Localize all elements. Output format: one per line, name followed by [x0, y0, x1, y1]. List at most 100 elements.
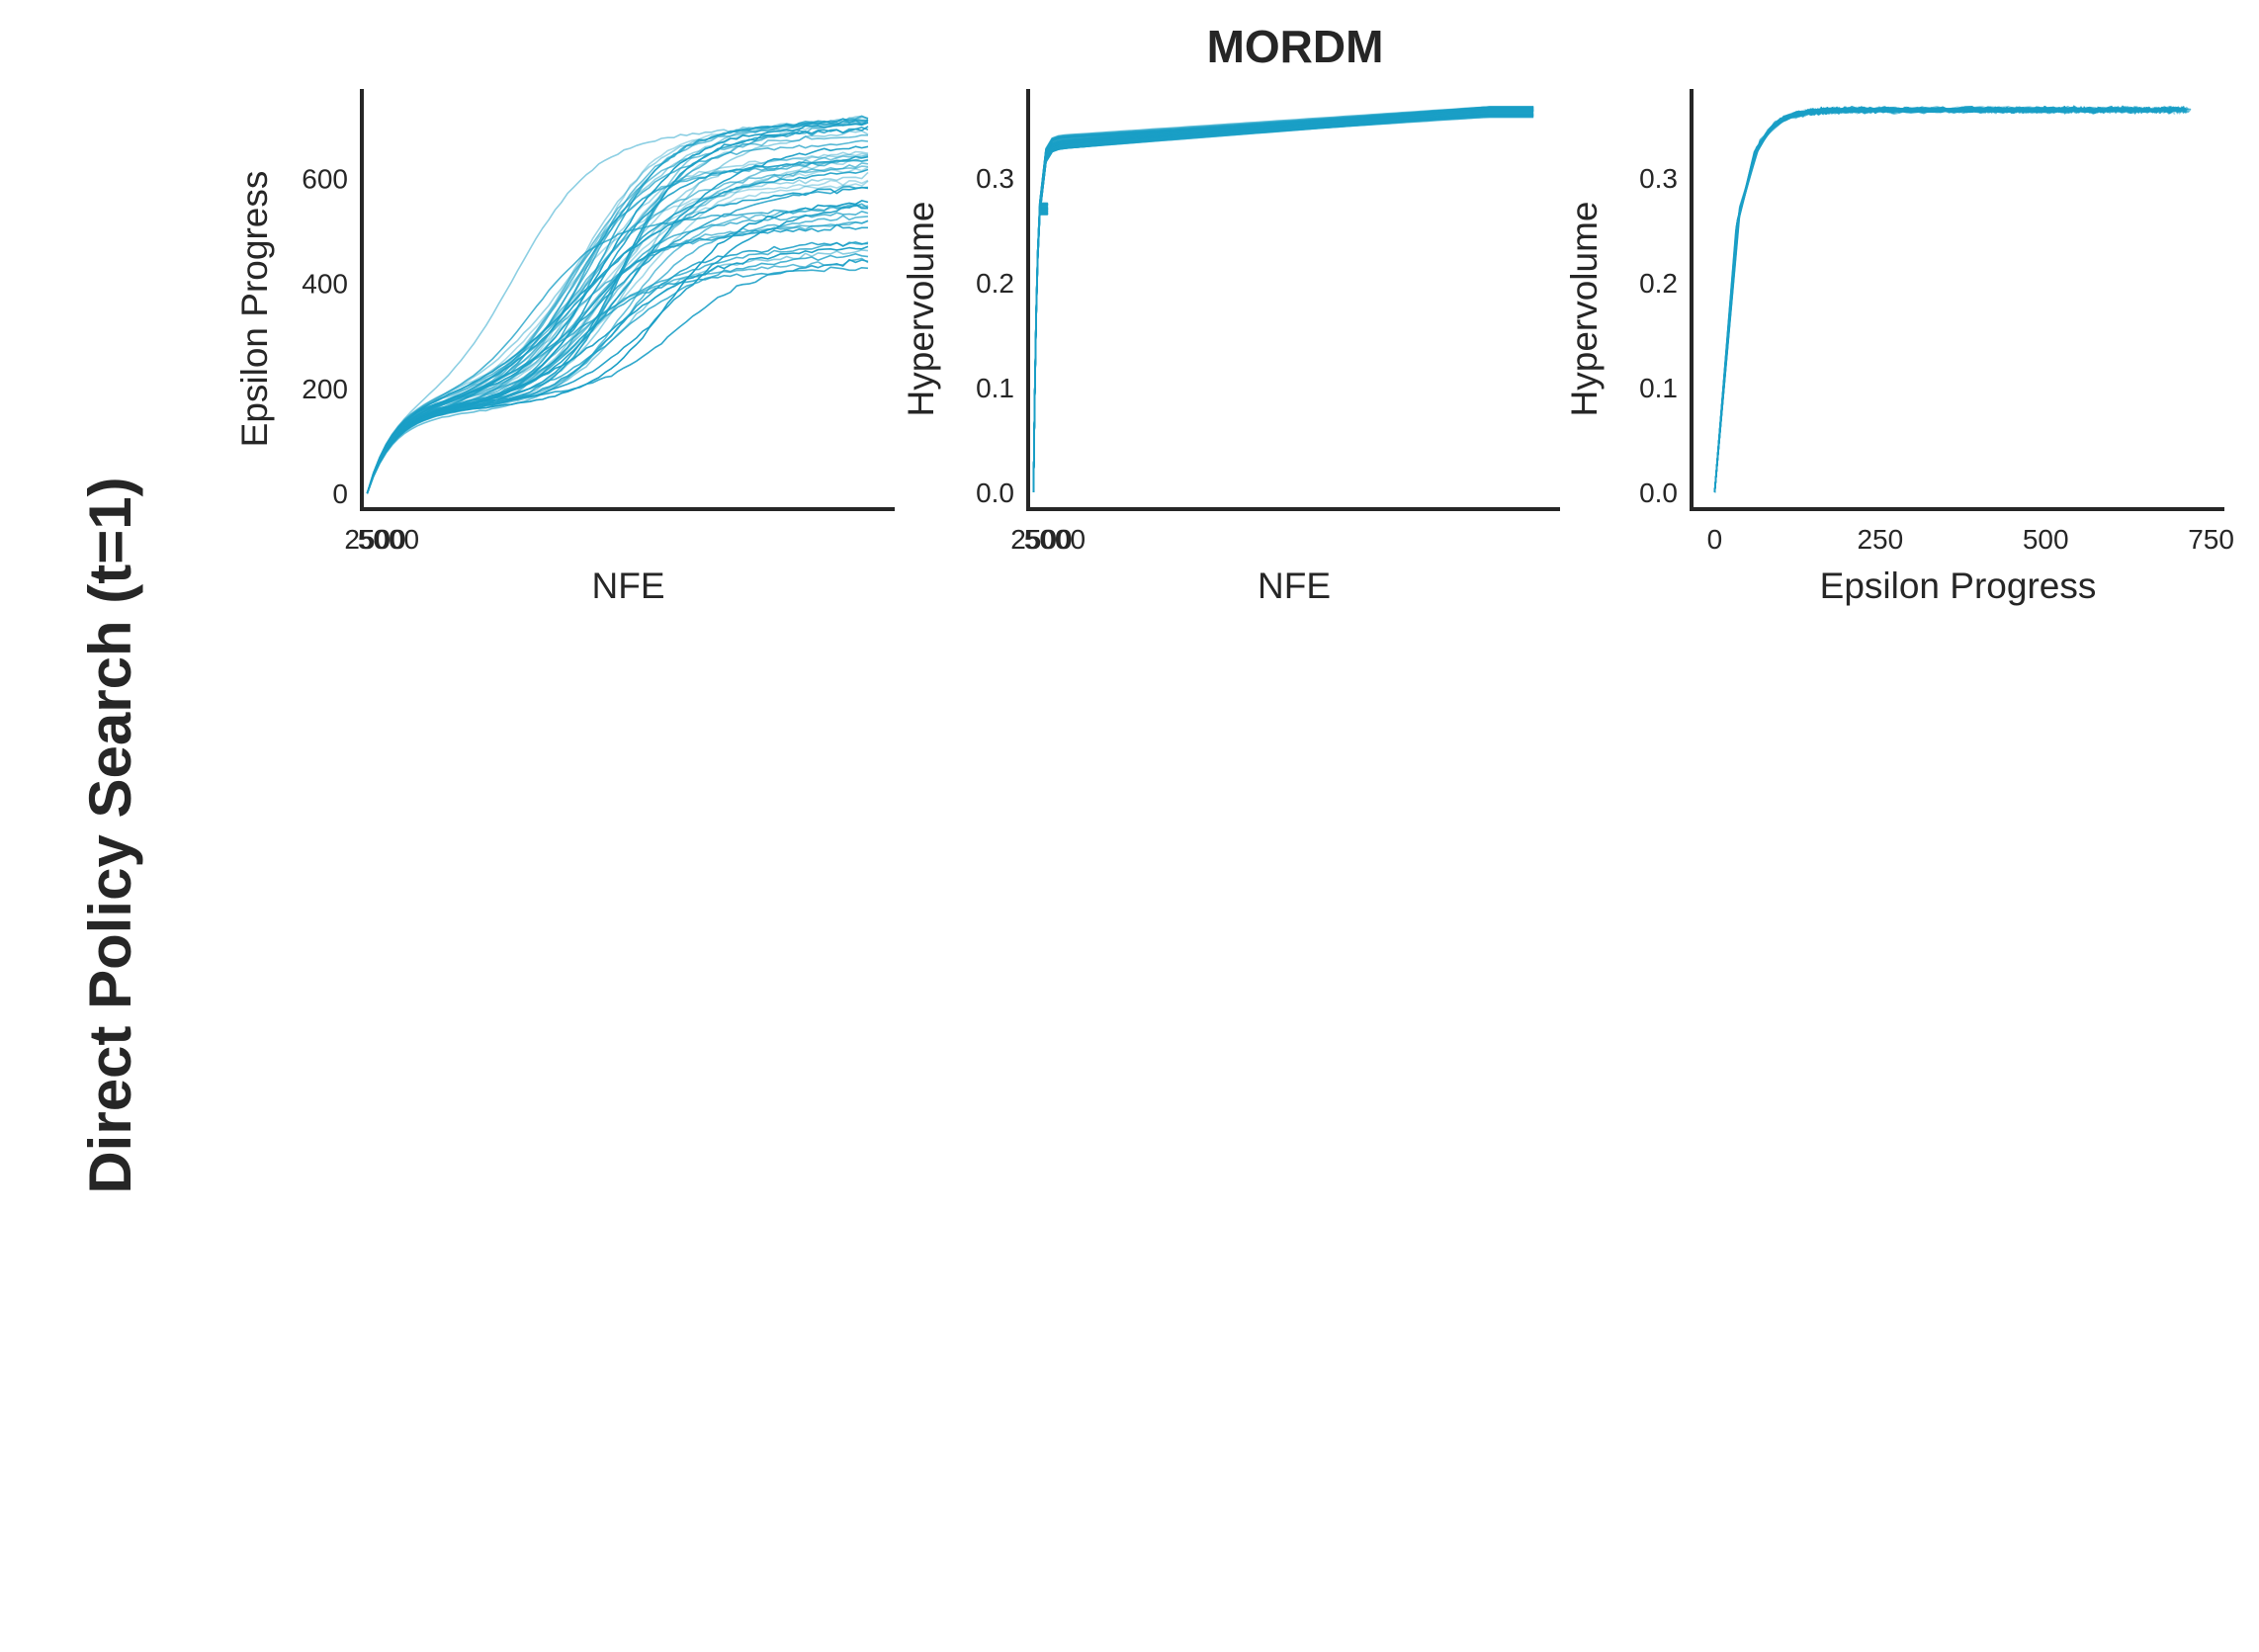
seed-line: [1713, 106, 2012, 493]
x-axis-label: Epsilon Progress: [1820, 565, 2097, 606]
seed-line: [366, 257, 869, 494]
seed-line: [1032, 109, 1534, 493]
seed-line: [1713, 106, 2146, 493]
seed-line: [1713, 106, 2192, 493]
x-tick-label: 750: [2188, 524, 2234, 555]
seed-line: [366, 203, 869, 494]
seed-line: [1713, 106, 2127, 493]
seed-line: [366, 179, 869, 494]
seed-line: [1713, 106, 2185, 493]
y-tick-label: 0.0: [1639, 478, 1678, 508]
y-tick-label: 200: [302, 374, 348, 404]
seed-line: [366, 115, 869, 494]
seed-line: [1032, 110, 1534, 493]
seed-line: [1713, 106, 2080, 493]
seed-line: [1713, 106, 2190, 493]
seed-line: [366, 203, 869, 494]
seed-line: [1713, 106, 2033, 493]
seed-line: [1713, 106, 2085, 493]
seed-line: [1032, 115, 1534, 493]
series-lines: [366, 115, 869, 494]
seed-line: [1032, 106, 1534, 493]
y-axis-label: Epsilon Progress: [234, 171, 275, 448]
seed-line: [1713, 106, 2192, 493]
seed-line: [1713, 106, 2120, 493]
seed-line: [1032, 113, 1534, 493]
seed-line: [1032, 109, 1534, 493]
seed-line: [1032, 108, 1534, 493]
y-tick-label: 0.1: [1639, 373, 1678, 403]
y-tick-label: 0.3: [1639, 163, 1678, 194]
seed-line: [366, 223, 868, 494]
hypervolume-vs-epsilon-progress-panel: 0.0 0.1 0.2 0.3 0 250 500 750 Epsilon Progress Hy…: [1564, 89, 2234, 606]
seed-line: [1032, 116, 1534, 493]
x-tick-label: 2500: [344, 524, 405, 555]
seed-line: [1032, 108, 1534, 493]
y-tick-label: 400: [302, 269, 348, 300]
seed-line: [1713, 107, 2033, 493]
seed-line: [366, 258, 869, 494]
seed-line: [1032, 116, 1534, 493]
x-axis-label: NFE: [592, 565, 665, 606]
seed-line: [1032, 109, 1534, 493]
seed-line: [366, 145, 869, 494]
x-tick-label: 0: [1707, 524, 1723, 555]
seed-line: [1713, 106, 2153, 493]
seed-line: [1032, 112, 1534, 493]
seed-line: [1713, 106, 2066, 493]
seed-line: [1032, 112, 1534, 493]
series-lines: [1032, 106, 1534, 493]
seed-line: [1713, 106, 2023, 493]
seed-line: [366, 121, 869, 494]
seed-line: [1713, 107, 2160, 493]
seed-line: [1032, 110, 1534, 493]
seed-line: [1032, 113, 1534, 493]
seed-line: [1032, 110, 1534, 493]
seed-line: [1713, 106, 2144, 493]
seed-line: [1713, 106, 2124, 493]
seed-line: [1713, 106, 2059, 493]
seed-line: [1032, 107, 1534, 493]
seed-line: [1713, 106, 2001, 493]
seed-line: [366, 249, 869, 494]
seed-line: [1032, 116, 1534, 493]
seed-line: [366, 130, 869, 494]
seed-line: [366, 118, 869, 494]
seed-line: [1032, 108, 1534, 493]
seed-line: [1713, 107, 2187, 493]
seed-line: [1713, 106, 2188, 493]
seed-line: [1713, 106, 2054, 493]
seed-line: [1713, 106, 2059, 493]
seed-line: [1032, 112, 1534, 493]
x-axis-label: NFE: [1258, 565, 1331, 606]
seed-line: [1713, 106, 2178, 493]
seed-line: [1032, 109, 1534, 493]
seed-line: [1032, 109, 1534, 493]
x-tick-label: 250: [1857, 524, 1903, 555]
y-tick-label: 0.3: [976, 163, 1014, 194]
seed-line: [366, 126, 869, 494]
seed-line: [1713, 106, 2011, 493]
seed-line: [1713, 106, 2183, 493]
seed-line: [1032, 107, 1534, 493]
seed-line: [1713, 106, 2140, 493]
seed-line: [1032, 115, 1534, 493]
seed-line: [1713, 105, 2103, 493]
y-tick-label: 600: [302, 163, 348, 194]
seed-line: [1032, 110, 1534, 493]
y-tick-label: 0.2: [976, 268, 1014, 299]
seed-line: [1032, 108, 1534, 493]
seed-line: [1032, 115, 1534, 493]
seed-line: [1713, 106, 2027, 493]
seed-line: [1032, 109, 1534, 493]
seed-line: [1713, 106, 2129, 493]
seed-line: [366, 117, 869, 494]
seed-line: [1713, 106, 2081, 493]
seed-line: [1032, 114, 1534, 493]
seed-line: [1032, 107, 1534, 493]
seed-line: [366, 245, 869, 494]
seed-line: [366, 119, 869, 494]
seed-line: [366, 118, 869, 494]
